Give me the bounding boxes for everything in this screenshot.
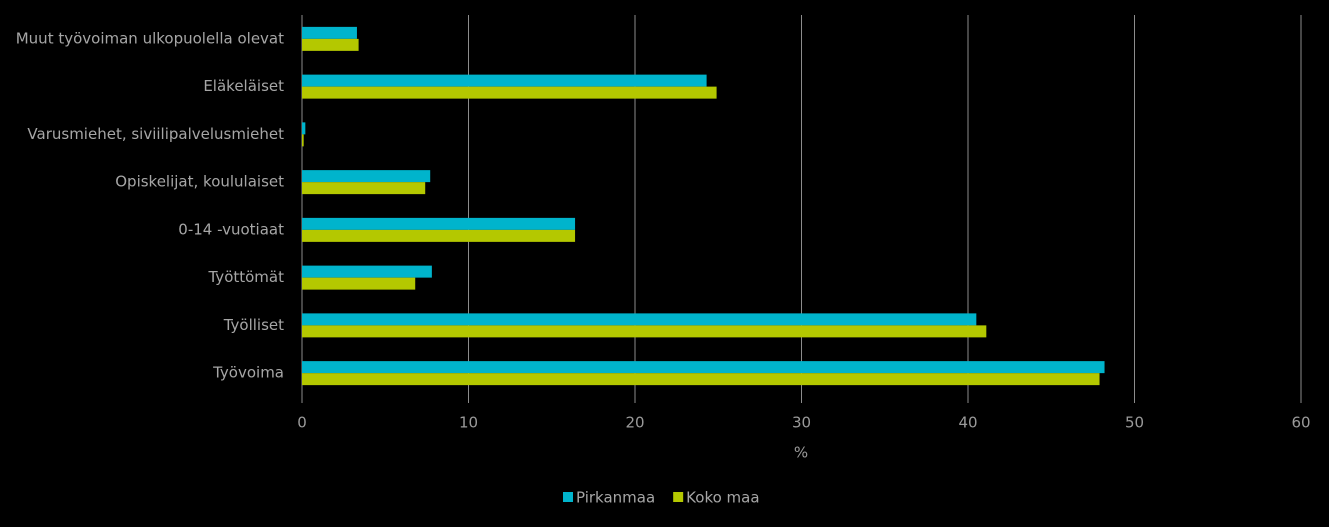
legend-swatch [563, 492, 573, 502]
x-axis-label: % [794, 444, 808, 462]
bar [302, 26, 357, 39]
x-tick-label: 20 [625, 414, 644, 432]
bar [302, 277, 416, 290]
bar [302, 134, 304, 147]
y-tick-label: Varusmiehet, siviilipalvelusmiehet [27, 125, 284, 143]
bar [302, 229, 576, 242]
y-tick-label: Eläkeläiset [203, 77, 284, 95]
y-tick-label: Muut työvoiman ulkopuolella olevat [16, 29, 284, 47]
bar [302, 373, 1100, 386]
x-tick-label: 10 [459, 414, 478, 432]
bar [302, 38, 359, 51]
x-tick-label: 30 [792, 414, 811, 432]
y-tick-label: Työttömät [207, 268, 284, 286]
bar [302, 265, 432, 278]
legend-swatch [673, 492, 684, 502]
bar [302, 325, 987, 338]
y-tick-label: Työvoima [212, 364, 284, 382]
bar [302, 74, 707, 87]
bar [302, 182, 426, 195]
bar [302, 170, 431, 183]
legend-label: Koko maa [686, 489, 759, 507]
bar [302, 361, 1105, 374]
x-tick-label: 0 [297, 414, 307, 432]
bar [302, 313, 977, 326]
y-tick-label: Työlliset [223, 316, 284, 334]
x-tick-label: 50 [1125, 414, 1144, 432]
bar [302, 217, 576, 230]
y-tick-label: Opiskelijat, koululaiset [115, 173, 284, 191]
x-tick-label: 40 [958, 414, 977, 432]
y-tick-label: 0-14 -vuotiaat [178, 220, 284, 238]
bar [302, 122, 306, 135]
x-tick-label: 60 [1291, 414, 1310, 432]
legend-label: Pirkanmaa [576, 489, 655, 507]
bar [302, 86, 717, 99]
